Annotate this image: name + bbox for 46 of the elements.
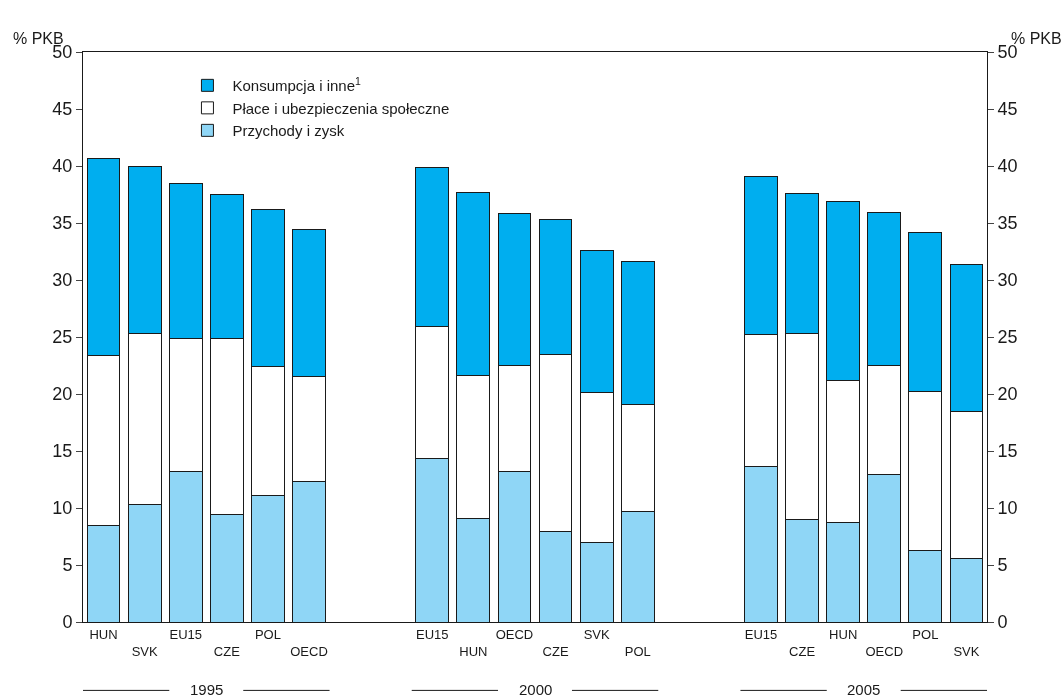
y2-tick-label: 25: [997, 327, 1018, 348]
y2-tick-label: 45: [997, 99, 1018, 120]
y-tick-label: 0: [62, 612, 73, 633]
x-tick-label: OECD: [495, 626, 534, 642]
x-tick-label: HUN: [89, 626, 118, 642]
x-tick-label: EU15: [169, 626, 202, 642]
y-tick-label: 10: [52, 498, 73, 519]
y2-tick-label: 10: [997, 498, 1018, 519]
x-tick-label: POL: [624, 643, 651, 659]
text: 1995: [190, 681, 224, 695]
y-tick-label: 20: [52, 384, 73, 405]
x-tick-label: SVK: [131, 643, 158, 659]
x-tick-label: OECD: [290, 643, 328, 659]
x-tick-label: HUN: [829, 626, 858, 642]
y2-tick-label: 40: [997, 156, 1018, 177]
x-tick-label: EU15: [416, 626, 449, 642]
legend-label: Konsumpcja i inne$^{1}$: [232, 74, 362, 95]
x-tick-label: EU15: [744, 626, 778, 642]
y2-tick-label: 20: [997, 384, 1018, 405]
x-tick-label: CZE: [789, 643, 816, 659]
x-tick-label: SVK: [583, 626, 610, 642]
y2-tick-label: 5: [997, 555, 1008, 576]
y2-tick-label: 0: [997, 612, 1008, 633]
y-tick-label: 35: [52, 213, 73, 234]
y2-tick-label: 15: [997, 441, 1018, 462]
x-tick-label: SVK: [953, 643, 980, 659]
y-tick-label: 25: [52, 327, 73, 348]
legend-label: Płace i ubezpieczenia społeczne: [232, 99, 450, 117]
x-tick-label: HUN: [459, 643, 488, 659]
y-tick-label: 5: [62, 555, 73, 576]
x-tick-label: CZE: [213, 643, 241, 659]
x-tick-label: POL: [912, 626, 939, 642]
x-tick-label: CZE: [542, 643, 569, 659]
y-tick-label: 40: [52, 156, 73, 177]
y-tick-label: 15: [52, 441, 73, 462]
y2-tick-label: 35: [997, 213, 1018, 234]
y-tick-label: 30: [52, 270, 73, 291]
y-tick-label: 45: [52, 99, 73, 120]
y-axis-title: % PKB: [13, 30, 64, 47]
x-tick-label: POL: [254, 626, 281, 642]
text: 2005: [847, 681, 881, 695]
y2-axis-title: % PKB: [1011, 30, 1062, 47]
y2-tick-label: 30: [997, 270, 1018, 291]
x-tick-label: OECD: [865, 643, 904, 659]
legend-label: Przychody i zysk: [232, 122, 345, 140]
text: 2000: [519, 681, 553, 695]
